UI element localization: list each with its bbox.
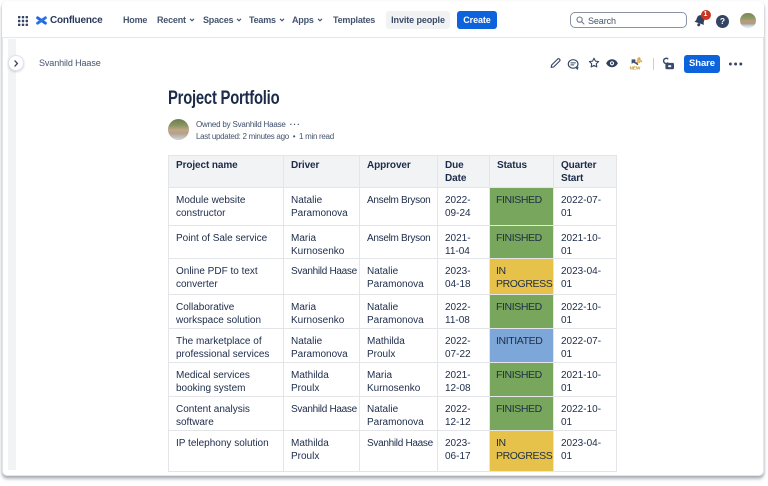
svg-text:NEW: NEW [630, 65, 641, 70]
